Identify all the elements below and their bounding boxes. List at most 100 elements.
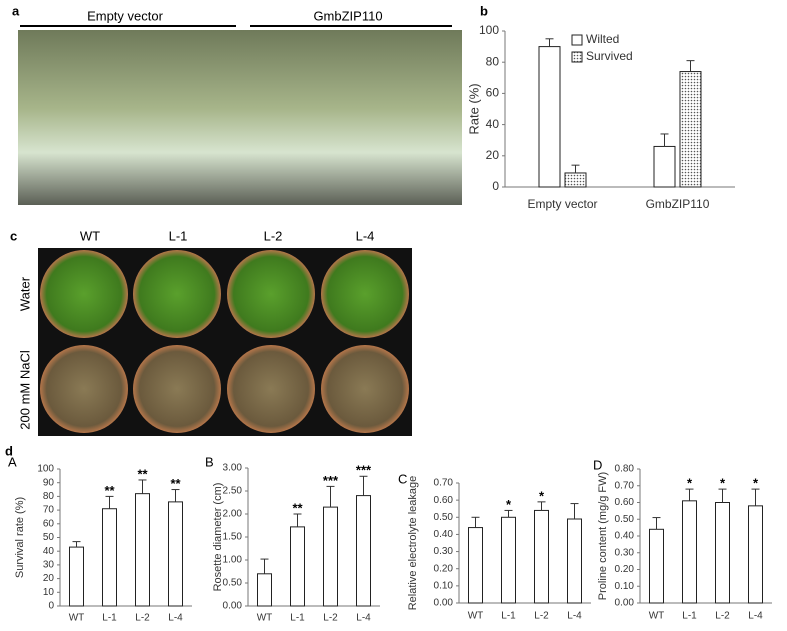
bar (748, 505, 763, 604)
y-tick-label: 20 (43, 573, 55, 584)
significance: ** (292, 500, 303, 515)
error-bar (471, 516, 480, 528)
y-tick-label: 0.70 (615, 480, 635, 491)
significance: ** (170, 476, 181, 491)
y-tick-label: 0.30 (615, 547, 635, 558)
genotype-label: L-1 (169, 228, 188, 243)
error-bar (660, 133, 669, 147)
y-tick-label: 0.20 (615, 564, 635, 575)
y-tick-label: 3.00 (223, 463, 243, 474)
significance: *** (356, 463, 372, 478)
y-tick-label: 20 (486, 148, 500, 162)
panel-letter: b (480, 3, 488, 18)
legend-label: Wilted (586, 32, 619, 46)
y-tick-label: 60 (486, 86, 500, 100)
y-tick-label: 2.00 (223, 509, 243, 520)
panel-letter: C (398, 471, 407, 486)
x-tick-label: L-1 (682, 611, 697, 622)
significance: ** (104, 483, 115, 498)
y-tick-label: 0.50 (615, 514, 635, 525)
significance: *** (323, 473, 339, 488)
error-bar (504, 509, 513, 518)
y-tick-label: 40 (43, 546, 55, 557)
x-tick-label: L-4 (356, 613, 371, 624)
y-tick-label: 30 (43, 560, 55, 571)
y-axis-label: Rate (%) (466, 83, 481, 134)
panel-letter: d (5, 443, 13, 458)
bar (679, 71, 702, 188)
x-tick-label: WT (69, 613, 85, 624)
error-bar (72, 541, 81, 548)
bar (534, 509, 549, 604)
bar (567, 518, 582, 604)
y-tick-label: 0.40 (615, 531, 635, 542)
panel-letter: A (8, 454, 17, 469)
y-tick-label: 0.60 (615, 497, 635, 508)
bar (135, 493, 150, 607)
y-axis-label: Survival rate (%) (14, 497, 26, 578)
genotype-label: L-4 (356, 228, 375, 243)
error-bar (138, 479, 147, 494)
bar (356, 495, 371, 607)
bar (168, 501, 183, 607)
y-tick-label: 0.00 (434, 598, 454, 609)
error-bar (570, 503, 579, 519)
bar (257, 573, 272, 607)
y-tick-label: 70 (43, 505, 55, 516)
photo (18, 30, 462, 205)
y-tick-label: 0.20 (434, 563, 454, 574)
panel-letter: c (10, 228, 17, 243)
photo-group-label: Empty vector (87, 8, 164, 23)
significance: * (753, 476, 759, 491)
y-tick-label: 1.50 (223, 532, 243, 543)
bar (682, 500, 697, 604)
bar (323, 506, 338, 607)
y-tick-label: 80 (43, 491, 55, 502)
panel-letter: B (205, 454, 214, 469)
y-tick-label: 10 (43, 587, 55, 598)
y-tick-label: 0.60 (434, 495, 454, 506)
y-tick-label: 40 (486, 117, 500, 131)
x-tick-label: L-1 (290, 613, 305, 624)
genotype-label: L-2 (264, 228, 283, 243)
x-tick-label: L-4 (168, 613, 183, 624)
bar (649, 528, 664, 604)
y-tick-label: 0.70 (434, 478, 454, 489)
panel-letter: D (593, 457, 602, 472)
x-tick-label: L-1 (102, 613, 117, 624)
genotype-label: WT (80, 228, 100, 243)
y-tick-label: 0.50 (223, 578, 243, 589)
x-tick-label: L-4 (748, 611, 763, 622)
x-tick-label: WT (257, 613, 273, 624)
error-bar (652, 517, 661, 530)
bar (653, 145, 676, 188)
y-tick-label: 90 (43, 477, 55, 488)
error-bar (537, 501, 546, 511)
y-tick-label: 0 (492, 179, 499, 193)
error-bar (571, 164, 580, 173)
significance: * (506, 497, 512, 512)
error-bar (293, 513, 302, 527)
x-tick-label: WT (649, 611, 665, 622)
y-tick-label: 0.80 (615, 464, 635, 475)
y-axis-label: Rosette diameter (cm) (212, 483, 224, 592)
error-bar (359, 475, 368, 496)
bar (564, 172, 587, 188)
x-tick-label: L-2 (534, 611, 549, 622)
y-axis-label: Proline content (mg/g FW) (597, 472, 609, 600)
x-tick-label: L-2 (715, 611, 730, 622)
x-tick-label: WT (468, 611, 484, 622)
x-tick-label: L-1 (501, 611, 516, 622)
error-bar (326, 485, 335, 508)
y-tick-label: 100 (37, 464, 54, 475)
y-tick-label: 0.30 (434, 546, 454, 557)
y-tick-label: 100 (479, 23, 499, 37)
y-tick-label: 0.40 (434, 529, 454, 540)
y-tick-label: 0.10 (615, 581, 635, 592)
significance: * (539, 488, 545, 503)
y-tick-label: 0.00 (223, 601, 243, 612)
error-bar (171, 489, 180, 502)
bar (290, 526, 305, 607)
error-bar (718, 488, 727, 503)
treatment-label: 200 mM NaCl (17, 350, 32, 430)
